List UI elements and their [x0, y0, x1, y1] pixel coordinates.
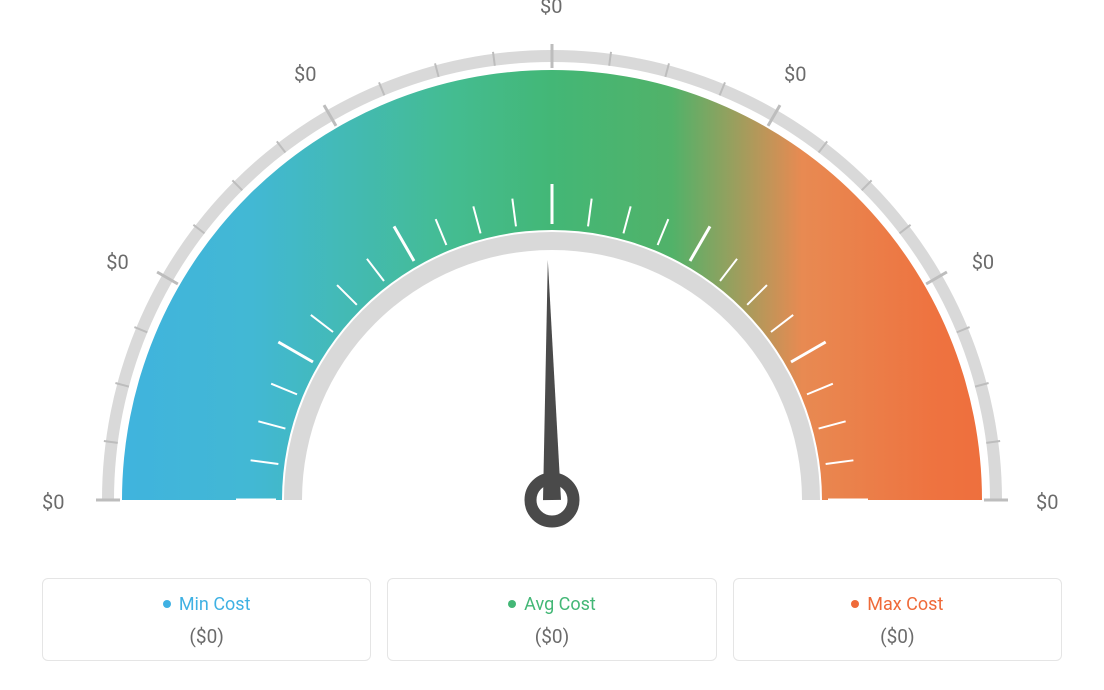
scale-label: $0: [294, 62, 316, 86]
scale-label: $0: [106, 250, 128, 274]
gauge-svg: [52, 20, 1052, 560]
legend-title: Min Cost: [163, 594, 251, 615]
gauge-container: $0 $0 $0 $0 $0 $0 $0: [0, 0, 1104, 560]
legend-card-max: Max Cost ($0): [733, 578, 1062, 661]
legend-label: Avg Cost: [524, 594, 596, 615]
legend-dot-icon: [851, 600, 859, 608]
legend-dot-icon: [163, 600, 171, 608]
legend-label: Min Cost: [179, 594, 251, 615]
legend-value: ($0): [398, 625, 705, 648]
legend-dot-icon: [508, 600, 516, 608]
legend-title: Avg Cost: [508, 594, 596, 615]
legend-label: Max Cost: [867, 594, 943, 615]
legend-card-min: Min Cost ($0): [42, 578, 371, 661]
legend-value: ($0): [744, 625, 1051, 648]
legend-title: Max Cost: [851, 594, 943, 615]
legend-value: ($0): [53, 625, 360, 648]
scale-label: $0: [540, 0, 562, 18]
scale-label: $0: [42, 490, 64, 514]
scale-label: $0: [972, 250, 994, 274]
scale-label: $0: [784, 62, 806, 86]
scale-label: $0: [1036, 490, 1058, 514]
legend-row: Min Cost ($0) Avg Cost ($0) Max Cost ($0): [42, 578, 1062, 661]
legend-card-avg: Avg Cost ($0): [387, 578, 716, 661]
